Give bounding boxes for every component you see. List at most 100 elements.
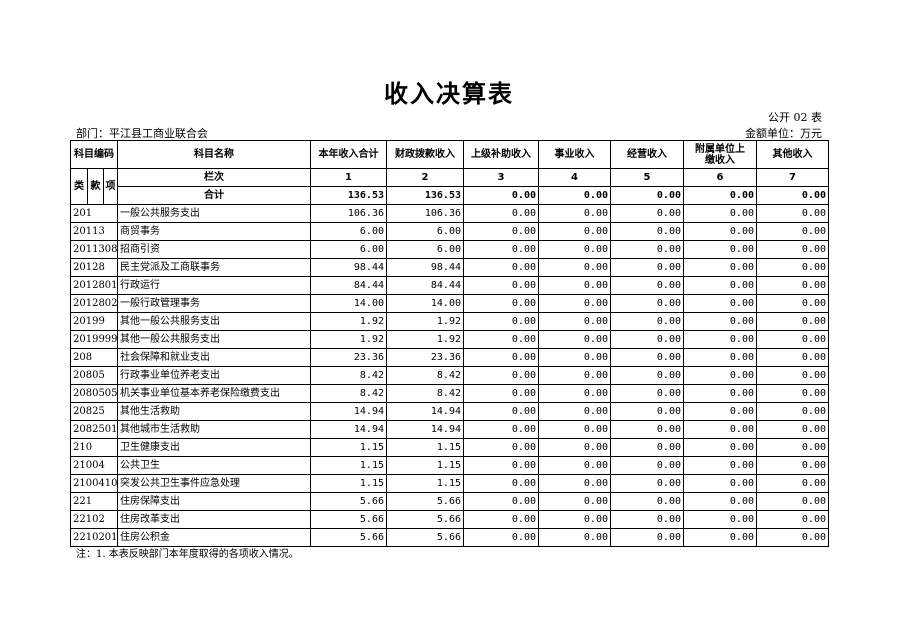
- amount-cell: 0.00: [756, 492, 829, 511]
- lanci-num: 6: [683, 168, 757, 187]
- amount-cell: 0.00: [538, 258, 611, 277]
- amount-cell: 0.00: [463, 348, 539, 367]
- header-lanci: 栏次: [117, 168, 311, 187]
- amount-cell: 0.00: [463, 258, 539, 277]
- amount-cell: 0.00: [610, 222, 684, 241]
- subject-code: 2012801: [70, 276, 118, 295]
- amount-cell: 0.00: [538, 474, 611, 493]
- amount-cell: 0.00: [683, 510, 757, 529]
- amount-cell: 0.00: [463, 402, 539, 421]
- footnote: 注：1. 本表反映部门本年度取得的各项收入情况。: [76, 549, 299, 560]
- table-row: 2012801 行政运行 84.44 84.44 0.00 0.00 0.00 0.00 0.0…: [70, 276, 829, 295]
- total-label: 合计: [117, 186, 311, 205]
- amount-cell: 5.66: [386, 528, 464, 547]
- amount-cell: 0.00: [538, 222, 611, 241]
- amount-cell: 0.00: [463, 276, 539, 295]
- subject-code: 20825: [70, 402, 118, 421]
- amount-cell: 0.00: [463, 240, 539, 259]
- amount-cell: 0.00: [756, 528, 829, 547]
- table-row: 2082501 其他城市生活救助 14.94 14.94 0.00 0.00 0.00 0.0…: [70, 420, 829, 439]
- header-col: 附属单位上缴收入: [683, 140, 757, 169]
- amount-cell: 0.00: [683, 456, 757, 475]
- amount-cell: 0.00: [683, 312, 757, 331]
- amount-cell: 1.92: [310, 330, 387, 349]
- lanci-num: 3: [463, 168, 539, 187]
- lanci-num: 7: [756, 168, 829, 187]
- amount-cell: 84.44: [386, 276, 464, 295]
- amount-cell: 1.15: [310, 456, 387, 475]
- amount-cell: 1.15: [386, 474, 464, 493]
- amount-cell: 6.00: [386, 222, 464, 241]
- amount-cell: 0.00: [610, 474, 684, 493]
- amount-cell: 98.44: [310, 258, 387, 277]
- amount-cell: 8.42: [310, 366, 387, 385]
- amount-cell: 14.94: [310, 402, 387, 421]
- amount-cell: 0.00: [610, 420, 684, 439]
- header-col: 本年收入合计: [310, 140, 387, 169]
- amount-cell: 0.00: [610, 366, 684, 385]
- amount-cell: 0.00: [463, 456, 539, 475]
- amount-cell: 1.15: [386, 438, 464, 457]
- amount-cell: 0.00: [538, 366, 611, 385]
- subject-name: 其他城市生活救助: [117, 420, 311, 439]
- amount-cell: 1.15: [310, 438, 387, 457]
- table-row: 20128 民主党派及工商联事务 98.44 98.44 0.00 0.00 0.00 0.0…: [70, 258, 829, 277]
- amount-cell: 0.00: [756, 438, 829, 457]
- amount-cell: 0.00: [683, 222, 757, 241]
- amount-cell: 0.00: [756, 330, 829, 349]
- subject-code: 22102: [70, 510, 118, 529]
- department-label: 部门：平江县工商业联合会: [76, 127, 208, 140]
- amount-cell: 0.00: [683, 420, 757, 439]
- amount-cell: 0.00: [610, 384, 684, 403]
- amount-cell: 0.00: [683, 528, 757, 547]
- header-code: 科目编码: [70, 140, 118, 169]
- amount-cell: 5.66: [310, 492, 387, 511]
- amount-cell: 8.42: [386, 384, 464, 403]
- amount-cell: 0.00: [683, 492, 757, 511]
- subject-name: 其他一般公共服务支出: [117, 312, 311, 331]
- subject-name: 公共卫生: [117, 456, 311, 475]
- amount-cell: 5.66: [310, 528, 387, 547]
- amount-cell: 1.92: [386, 312, 464, 331]
- amount-cell: 0.00: [683, 294, 757, 313]
- amount-cell: 0.00: [683, 330, 757, 349]
- subject-code: 208: [70, 348, 118, 367]
- total-value: 0.00: [463, 186, 539, 205]
- subject-code: 20805: [70, 366, 118, 385]
- amount-cell: 14.94: [386, 420, 464, 439]
- amount-cell: 0.00: [538, 528, 611, 547]
- lanci-num: 4: [538, 168, 611, 187]
- amount-cell: 0.00: [756, 366, 829, 385]
- amount-cell: 0.00: [683, 348, 757, 367]
- table-row: 2080505 机关事业单位基本养老保险缴费支出 8.42 8.42 0.00 0.00 0…: [70, 384, 829, 403]
- subject-code: 20128: [70, 258, 118, 277]
- amount-cell: 0.00: [756, 222, 829, 241]
- amount-cell: 0.00: [756, 402, 829, 421]
- amount-cell: 5.66: [310, 510, 387, 529]
- amount-cell: 0.00: [756, 294, 829, 313]
- table-row: 210 卫生健康支出 1.15 1.15 0.00 0.00 0.00 0.00 0.00: [70, 438, 829, 457]
- subject-code: 2210201: [70, 528, 118, 547]
- amount-cell: 0.00: [463, 438, 539, 457]
- amount-cell: 84.44: [310, 276, 387, 295]
- total-value: 0.00: [610, 186, 684, 205]
- amount-cell: 6.00: [310, 240, 387, 259]
- subject-code: 21004: [70, 456, 118, 475]
- amount-cell: 0.00: [463, 222, 539, 241]
- amount-cell: 0.00: [538, 294, 611, 313]
- amount-cell: 106.36: [386, 204, 464, 223]
- subject-name: 社会保障和就业支出: [117, 348, 311, 367]
- amount-cell: 0.00: [610, 438, 684, 457]
- amount-cell: 0.00: [538, 348, 611, 367]
- amount-cell: 1.15: [386, 456, 464, 475]
- subject-name: 住房公积金: [117, 528, 311, 547]
- table-row: 208 社会保障和就业支出 23.36 23.36 0.00 0.00 0.00 0.00 0.…: [70, 348, 829, 367]
- amount-cell: 0.00: [756, 348, 829, 367]
- subject-code: 20113: [70, 222, 118, 241]
- amount-cell: 0.00: [463, 528, 539, 547]
- amount-cell: 0.00: [538, 420, 611, 439]
- table-row: 20805 行政事业单位养老支出 8.42 8.42 0.00 0.00 0.00 0.00 0…: [70, 366, 829, 385]
- amount-cell: 0.00: [610, 402, 684, 421]
- table-row: 2011308 招商引资 6.00 6.00 0.00 0.00 0.00 0.00 0.00: [70, 240, 829, 259]
- amount-cell: 98.44: [386, 258, 464, 277]
